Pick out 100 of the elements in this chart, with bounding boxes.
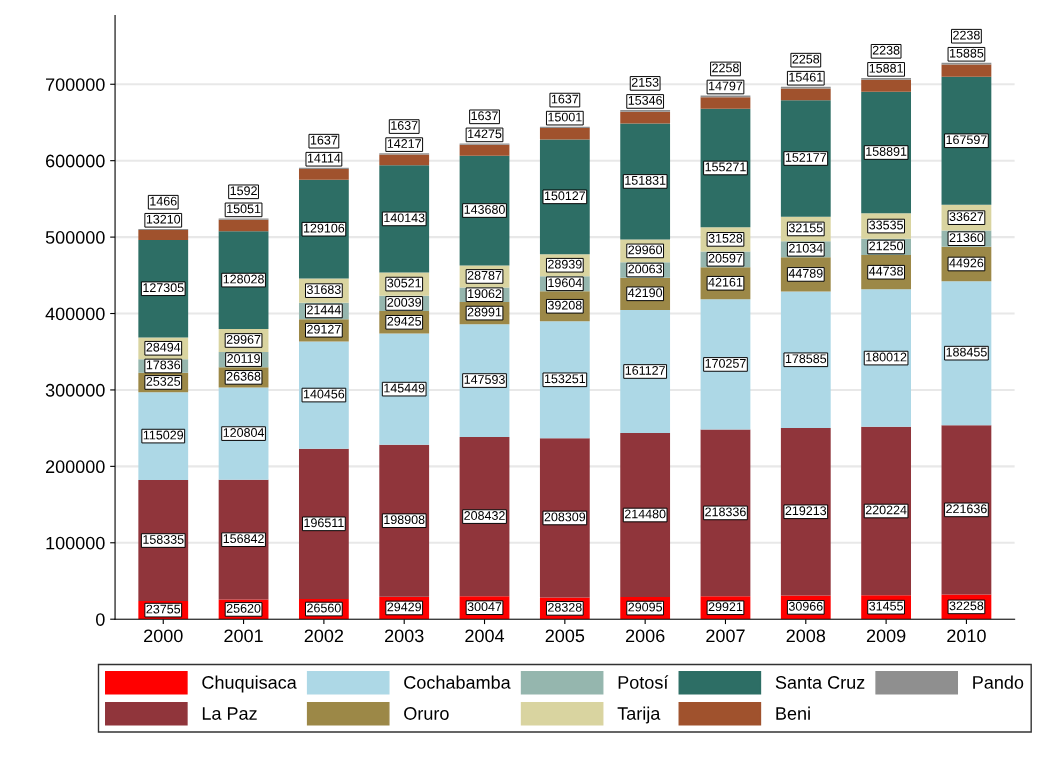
bar (861, 289, 912, 427)
data-label: 208432 (464, 511, 505, 520)
data-label: 31683 (306, 285, 341, 294)
data-label: 151831 (625, 175, 666, 185)
data-label: 14217 (387, 139, 421, 148)
data-label: 170257 (705, 358, 746, 368)
data-label: 221636 (946, 504, 987, 514)
data-label: 26560 (307, 603, 341, 613)
data-label: 14114 (307, 153, 341, 163)
x-tick-label: 2000 (144, 629, 183, 643)
data-label: 143680 (464, 205, 505, 214)
data-label: 1592 (230, 186, 257, 196)
data-label: 32258 (949, 601, 984, 611)
data-label: 2238 (953, 30, 980, 40)
data-label: 147593 (464, 375, 505, 384)
bar (700, 108, 751, 228)
bar (620, 309, 671, 434)
data-label: 161127 (625, 366, 665, 375)
data-label: 14275 (468, 129, 502, 139)
data-label: 15051 (227, 204, 261, 214)
data-label: 29429 (387, 602, 421, 612)
bar (861, 426, 912, 596)
data-label: 153251 (544, 374, 586, 384)
data-label: 44926 (949, 258, 984, 268)
x-tick-label: 2002 (304, 629, 344, 643)
x-tick-label: 2010 (947, 629, 986, 643)
data-label: 21034 (789, 243, 823, 253)
data-label: 19604 (548, 278, 582, 288)
legend-label: Tarija (617, 706, 661, 724)
data-label: 30047 (467, 602, 502, 612)
x-tick-label: 2004 (465, 629, 505, 643)
data-label: 25325 (146, 376, 181, 386)
data-label: 1637 (551, 94, 579, 104)
bar (459, 436, 510, 597)
data-label: 214480 (624, 509, 666, 519)
data-label: 17836 (146, 360, 181, 370)
bar (780, 428, 831, 596)
y-tick-label: 300000 (45, 383, 105, 397)
data-label: 25620 (226, 603, 261, 613)
data-label: 21360 (949, 233, 984, 243)
y-tick-label: 0 (96, 613, 105, 626)
y-tick-label: 600000 (46, 154, 105, 168)
x-tick-label: 2003 (385, 629, 424, 643)
bar (941, 281, 992, 426)
data-label: 30521 (387, 278, 421, 288)
bar (700, 299, 751, 430)
bar (539, 438, 590, 598)
data-label: 44738 (869, 266, 903, 276)
x-tick-label: 2006 (625, 629, 665, 643)
data-label: 127305 (143, 283, 184, 293)
bar (941, 425, 992, 595)
x-tick-label: 2007 (706, 629, 745, 643)
data-label: 158335 (143, 535, 184, 544)
x-tick-label: 2001 (224, 629, 263, 643)
bar (861, 91, 912, 214)
data-label: 20597 (708, 253, 743, 263)
bar (539, 321, 590, 439)
data-label: 1637 (310, 135, 338, 145)
bar (780, 291, 831, 429)
data-label: 14797 (709, 81, 743, 91)
data-label: 152177 (785, 153, 827, 162)
data-label: 2258 (792, 54, 820, 64)
data-label: 2238 (872, 45, 900, 55)
data-label: 140143 (384, 213, 425, 223)
data-label: 188455 (946, 347, 987, 357)
data-label: 198908 (384, 515, 425, 525)
legend-label: Beni (776, 706, 810, 720)
bar (700, 429, 751, 597)
y-tick-label: 700000 (46, 78, 105, 91)
data-label: 29967 (226, 334, 261, 344)
data-label: 140456 (303, 389, 345, 399)
data-label: 180012 (866, 352, 907, 362)
x-tick-label: 2008 (786, 629, 826, 643)
data-label: 158891 (866, 147, 907, 156)
data-label: 26368 (226, 371, 261, 381)
data-label: 15346 (628, 95, 662, 105)
data-label: 42190 (628, 288, 663, 298)
data-label: 28787 (467, 270, 502, 280)
y-tick-label: 400000 (45, 307, 105, 321)
data-label: 42161 (708, 277, 743, 287)
data-label: 28494 (146, 342, 181, 352)
data-label: 31455 (869, 601, 903, 611)
data-label: 150127 (544, 191, 586, 201)
legend-label: Oruro (404, 707, 449, 720)
x-tick-label: 2009 (866, 629, 906, 643)
data-label: 2258 (712, 63, 739, 73)
data-label: 129106 (303, 223, 345, 233)
data-label: 28328 (548, 602, 582, 612)
data-label: 20119 (227, 354, 260, 363)
data-label: 20039 (387, 297, 421, 307)
bar (379, 444, 430, 597)
data-label: 156842 (223, 534, 264, 544)
data-label: 15461 (789, 72, 823, 82)
data-label: 28991 (467, 307, 502, 317)
data-label: 1637 (471, 111, 498, 121)
data-label: 29921 (708, 602, 743, 612)
data-label: 30966 (788, 601, 823, 611)
data-label: 29095 (628, 602, 663, 612)
data-label: 15885 (950, 48, 984, 58)
data-label: 21250 (869, 241, 903, 251)
